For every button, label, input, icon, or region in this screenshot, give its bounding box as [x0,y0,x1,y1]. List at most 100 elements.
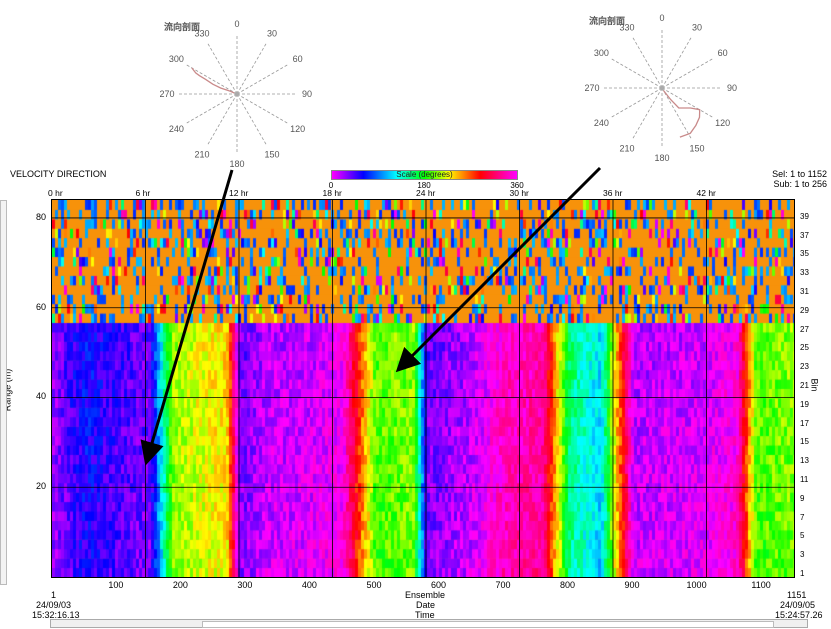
rose-label: 30 [267,28,277,38]
ensemble-tick-label: 400 [301,580,317,590]
hour-tick-label: 12 hr [229,188,249,198]
rose-label: 300 [594,48,609,58]
chart-title: VELOCITY DIRECTION [10,169,107,179]
x-axis-title-date: Date [416,600,436,610]
rose-spoke [661,87,713,118]
rose-spoke [661,37,692,89]
rose-label: 150 [689,144,704,154]
rose-label: 90 [727,83,737,93]
ensemble-tick-label: 100 [108,580,124,590]
scale-tick-0: 0 [328,181,334,190]
rose-spoke [186,93,238,124]
hour-tick-label: 42 hr [696,188,716,198]
end-time: 15:24:57.26 [775,610,823,620]
hour-tick-label: 24 hr [416,188,436,198]
rose-spoke [236,93,267,145]
bin-tick-label: 23 [800,362,809,372]
bin-tick-label: 7 [800,512,805,522]
bin-tick-label: 5 [800,531,805,541]
rose-label: 300 [169,54,184,64]
rose-spoke [611,58,663,89]
range-tick-label: 40 [35,391,46,402]
rose-spoke [632,87,663,139]
ensemble-tick-label: 600 [430,580,446,590]
hour-tick-label: 30 hr [509,188,529,198]
bin-tick-label: 27 [800,324,809,334]
range-tick-label: 20 [35,481,46,492]
grid-lines [52,200,794,577]
rose-label: 60 [718,48,728,58]
rose-trace [662,90,701,138]
rose-label: 210 [619,144,634,154]
rose-label: 120 [290,124,305,134]
rose-label: 270 [160,89,175,99]
bin-tick-label: 15 [800,437,809,447]
range-tick-label: 60 [35,301,46,312]
rose-label: 270 [585,83,600,93]
rose-spoke [661,87,692,139]
hour-tick-label: 18 hr [322,188,342,198]
selection-info: Sel: 1 to 1152 Sub: 1 to 256 [772,169,827,189]
rose-spoke [236,43,267,95]
rose-title: 流向剖面 [589,15,625,26]
rose-trace [191,67,235,94]
bin-tick-label: 13 [800,456,809,466]
bin-tick-label: 19 [800,399,809,409]
rose-spoke [207,43,238,95]
rose-spoke [611,87,663,118]
vertical-scrollbar[interactable] [0,200,7,585]
bin-tick-label: 37 [800,230,809,240]
rose-label: 180 [654,153,669,163]
scrollbar-thumb[interactable] [202,621,774,628]
ensemble-tick-label: 300 [237,580,253,590]
heatmap-plot[interactable] [51,199,795,578]
rose-label: 330 [619,22,634,32]
bin-tick-label: 17 [800,418,809,428]
range-tick-label: 80 [35,211,46,222]
rose-spoke [186,64,238,95]
x-axis-title-ensemble: Ensemble [405,590,446,600]
horizontal-scrollbar[interactable] [50,619,808,628]
rose-label: 90 [302,89,312,99]
rose-label: 30 [692,22,702,32]
start-date: 24/09/03 [36,600,72,610]
rose-label: 240 [594,118,609,128]
rose-spoke [236,64,288,95]
rose-label: 0 [234,19,239,29]
rose-center [234,91,240,97]
ensemble-tick-label: 800 [560,580,576,590]
hour-tick-label: 6 hr [135,188,151,198]
rose-spoke [207,93,238,145]
start-time: 15:32:16.13 [32,610,80,620]
x-axis-title-time: Time [415,610,435,620]
bin-tick-label: 31 [800,287,809,296]
sub-range: Sub: 1 to 256 [773,179,827,189]
bin-axis-title: Bin [809,378,820,392]
rose-spoke [236,93,288,124]
rose-label: 0 [659,13,664,23]
rose-label: 210 [194,150,209,160]
rose-diagram-2: 流向剖面 0 30 60 90 120 150 180 210 240 270 300 330 [585,13,737,163]
bin-tick-label: 25 [800,343,809,353]
ensemble-tick-label: 1100 [751,580,771,590]
start-ensemble: 1 [51,590,57,600]
bin-tick-label: 9 [800,493,805,503]
bin-tick-label: 39 [800,211,809,221]
end-ensemble: 1151 [787,590,807,600]
ensemble-tick-label: 1000 [686,580,707,590]
hour-tick-label: 36 hr [603,188,623,198]
rose-label: 240 [169,124,184,134]
rose-spoke [632,37,663,89]
rose-center [659,85,665,91]
bin-tick-label: 11 [800,475,809,484]
bin-tick-label: 1 [800,569,805,578]
rose-diagram-1: 流向剖面 0 30 60 90 120 150 180 210 240 270 300 330 [160,19,312,169]
rose-label: 60 [293,54,303,64]
ensemble-tick-label: 200 [172,580,188,590]
bin-tick-label: 3 [800,550,805,560]
rose-label: 180 [229,159,244,169]
rose-spoke [661,58,713,89]
rose-label: 330 [194,28,209,38]
sel-range: Sel: 1 to 1152 [772,169,827,179]
ensemble-tick-label: 700 [495,580,511,590]
